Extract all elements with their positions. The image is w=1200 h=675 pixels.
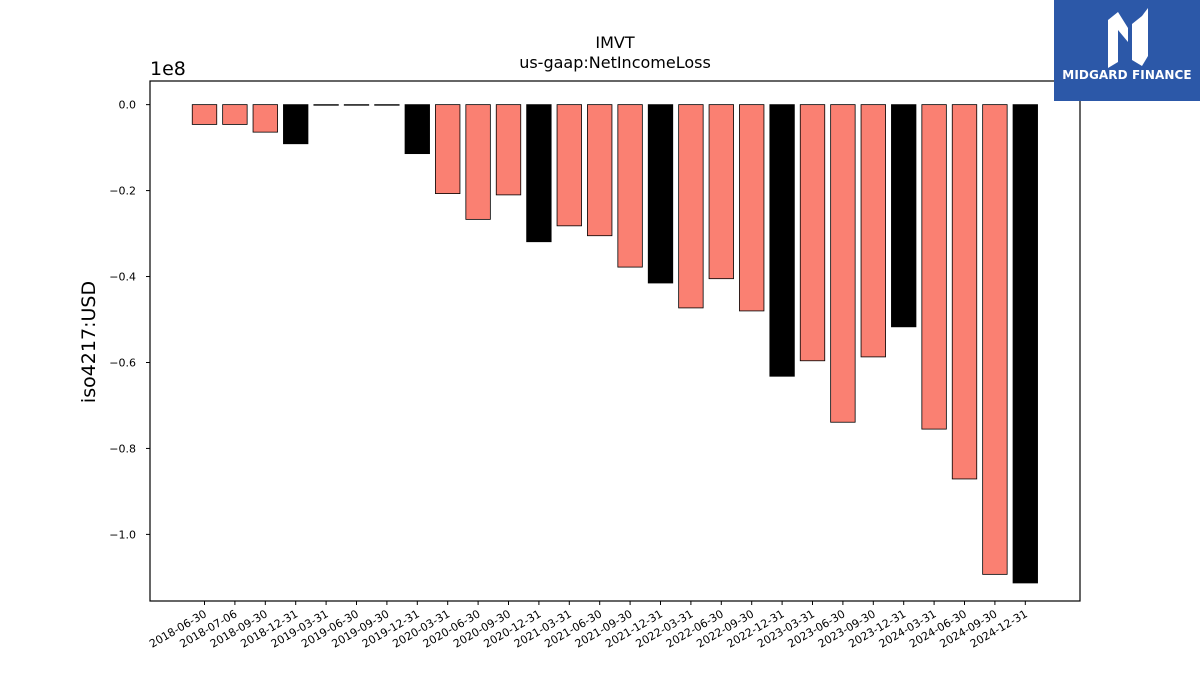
bar-2018-12-31 — [283, 104, 309, 145]
y-tick-label: −0.2 — [109, 185, 136, 198]
bar-2024-03-31 — [921, 104, 947, 430]
bar-2019-06-30 — [343, 104, 370, 106]
bar-2021-09-30 — [617, 104, 643, 268]
bar-2021-06-30 — [587, 104, 613, 237]
plot-frame — [149, 80, 1081, 602]
bar-2019-09-30 — [374, 104, 400, 106]
y-axis-label: iso4217:USD — [78, 281, 100, 403]
bar-2018-06-30 — [191, 104, 218, 125]
bar-2021-12-31 — [647, 104, 674, 284]
bar-2023-09-30 — [860, 104, 886, 358]
midgard-logo-icon — [1108, 8, 1148, 68]
bar-2023-06-30 — [830, 104, 856, 423]
bar-2024-06-30 — [951, 104, 978, 480]
bars-group — [191, 104, 1038, 584]
bar-2020-06-30 — [465, 104, 491, 220]
bar-2018-09-30 — [252, 104, 278, 133]
y-axis-offset-label: 1e8 — [150, 58, 186, 80]
brand-name: MIDGARD FINANCE — [1062, 68, 1192, 82]
bar-2022-09-30 — [739, 104, 765, 312]
bar-2024-12-31 — [1012, 104, 1038, 584]
bar-2022-12-31 — [769, 104, 795, 377]
y-tick-label: −1.0 — [109, 528, 136, 541]
x-ticks-group: 2018-06-302018-07-062018-09-302018-12-31… — [147, 601, 1030, 651]
bar-2021-03-31 — [556, 104, 582, 227]
bar-2019-03-31 — [313, 104, 339, 106]
bar-2022-06-30 — [708, 104, 734, 280]
bar-2023-12-31 — [891, 104, 917, 328]
bar-2020-09-30 — [495, 104, 522, 196]
y-tick-label: −0.8 — [109, 442, 136, 455]
bar-2019-12-31 — [404, 104, 430, 155]
brand-logo: MIDGARD FINANCE — [1054, 0, 1200, 101]
chart-title: IMVT — [595, 33, 634, 52]
bar-2020-03-31 — [435, 104, 461, 194]
bar-2020-12-31 — [526, 104, 552, 243]
bar-2018-07-06 — [222, 104, 248, 125]
y-tick-label: 0.0 — [119, 99, 137, 112]
chart-subtitle: us-gaap:NetIncomeLoss — [519, 53, 711, 72]
bar-2023-03-31 — [799, 104, 826, 362]
y-tick-label: −0.6 — [109, 356, 136, 369]
y-tick-label: −0.4 — [109, 271, 136, 284]
bar-2022-03-31 — [678, 104, 704, 309]
bar-2024-09-30 — [982, 104, 1008, 575]
y-ticks-group: 0.0 −0.2 −0.4 −0.6 −0.8 −1.0 — [109, 99, 150, 541]
